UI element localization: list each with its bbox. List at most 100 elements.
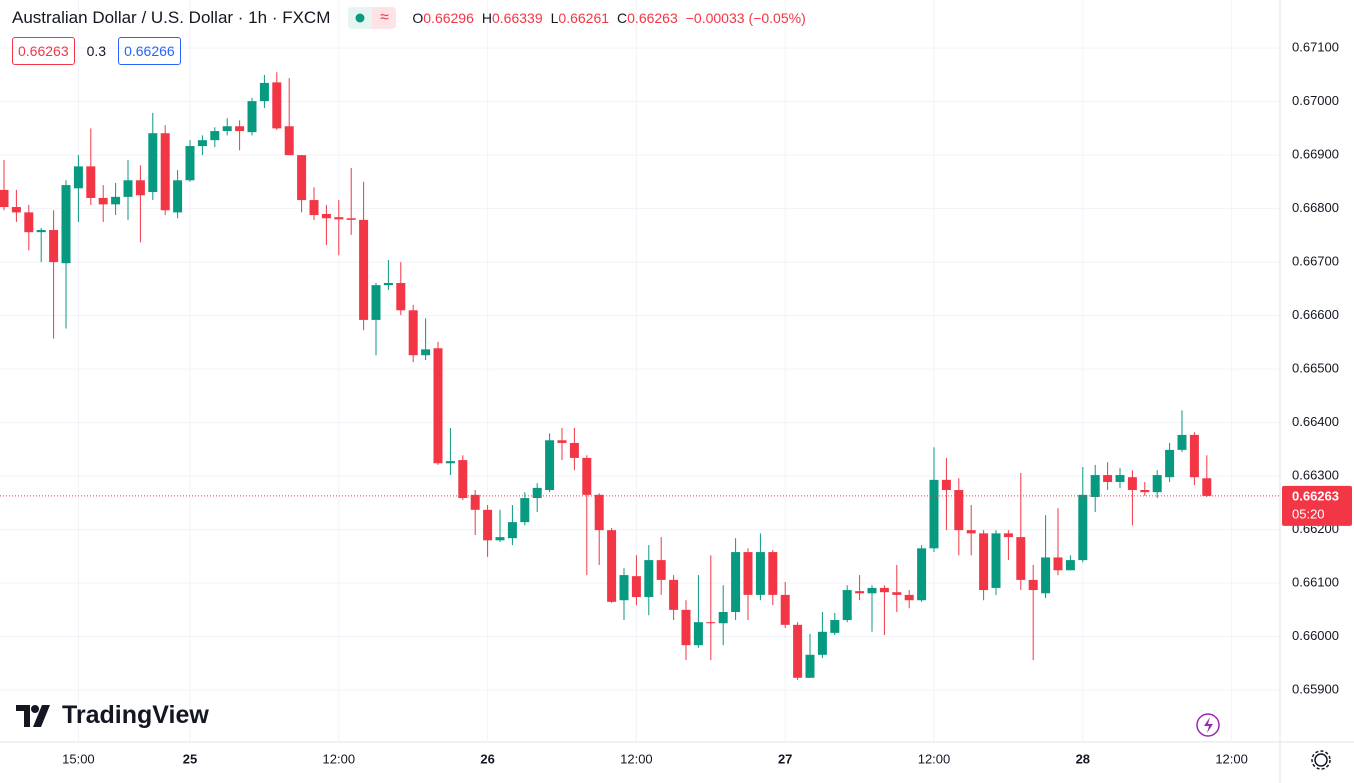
candle-body	[495, 537, 505, 541]
candle-body	[396, 282, 406, 311]
x-tick-label: 12:00	[918, 751, 951, 766]
candle-body	[408, 310, 418, 356]
spread: 0.3	[86, 43, 107, 59]
candle-body	[86, 166, 96, 198]
ohlc-key: O	[412, 10, 424, 26]
y-tick-label: 0.66000	[1292, 628, 1339, 643]
candle-body	[917, 548, 927, 601]
candle-body	[1127, 477, 1137, 491]
candle-body	[1016, 537, 1026, 580]
candle-body	[842, 590, 852, 621]
candle-body	[11, 207, 21, 213]
candle-body	[272, 82, 282, 129]
candle-body	[61, 185, 71, 264]
ohlc-key: L	[550, 10, 559, 26]
candle-body	[929, 479, 939, 549]
candle-body	[1065, 560, 1075, 571]
candle-body	[346, 218, 356, 220]
candle-body	[557, 440, 567, 443]
candle-body	[458, 460, 468, 499]
alert-icon[interactable]	[1196, 713, 1220, 737]
candle-body	[1115, 475, 1125, 483]
logo-icon	[16, 704, 50, 727]
candle-body	[173, 180, 183, 213]
candle-body	[1152, 475, 1162, 493]
ohlc-key: H	[481, 10, 492, 26]
candle-body	[594, 494, 604, 531]
candle-body	[631, 576, 641, 598]
candle-body	[334, 217, 344, 220]
candle-body	[1189, 434, 1199, 478]
candle-body	[111, 196, 121, 205]
candle-body	[49, 230, 59, 263]
y-tick-label: 0.66900	[1292, 147, 1339, 162]
price-axis-bg	[1280, 0, 1354, 783]
x-tick-label: 15:00	[62, 751, 95, 766]
y-tick-label: 0.66800	[1292, 200, 1339, 215]
candle-body	[1041, 557, 1051, 594]
candle-body	[73, 166, 83, 189]
sell-price[interactable]: 0.66263	[12, 37, 75, 65]
candle-body	[966, 530, 976, 534]
candle-body	[247, 101, 257, 133]
candle-body	[805, 654, 815, 678]
ohlc-value: 0.66339	[492, 10, 543, 26]
candle-body	[445, 461, 455, 464]
last-price-label: 0.66263	[1292, 488, 1339, 503]
buy-price[interactable]: 0.66266	[118, 37, 181, 65]
y-tick-label: 0.66100	[1292, 575, 1339, 590]
candle-body	[520, 498, 530, 523]
candle-body	[1177, 434, 1187, 450]
y-tick-label: 0.66700	[1292, 254, 1339, 269]
candle-body	[879, 587, 889, 593]
candle-body	[941, 479, 951, 491]
candle-body	[359, 219, 369, 320]
candle-body	[619, 575, 629, 601]
settings-icon[interactable]	[1311, 750, 1331, 770]
candle-body	[470, 494, 480, 510]
candle-body	[681, 609, 691, 646]
candle-body	[1090, 475, 1100, 497]
candle-body	[123, 180, 133, 197]
market-open-icon[interactable]	[348, 7, 373, 29]
candle-body	[0, 189, 9, 208]
candle-body	[731, 552, 741, 613]
candle-body	[545, 440, 555, 491]
y-tick-label: 0.66600	[1292, 307, 1339, 322]
candle-body	[793, 624, 803, 678]
candle-body	[235, 126, 245, 132]
candle-body	[904, 594, 914, 601]
candle-body	[36, 230, 46, 233]
candle-body	[383, 282, 393, 286]
y-tick-label: 0.67000	[1292, 93, 1339, 108]
last-price-box	[1282, 485, 1352, 526]
candle-body	[718, 612, 728, 624]
candle-body	[867, 587, 877, 594]
candle-body	[830, 620, 840, 633]
y-tick-label: 0.65900	[1292, 682, 1339, 697]
ohlc-value: 0.66296	[423, 10, 474, 26]
symbol-title[interactable]: Australian Dollar / U.S. Dollar · 1h · F…	[12, 8, 331, 27]
candle-body	[284, 126, 294, 156]
x-tick-label: 27	[778, 751, 792, 766]
candle-body	[321, 213, 331, 219]
candle-body	[532, 487, 542, 499]
settings-outer	[1311, 750, 1331, 770]
candle-body	[98, 197, 108, 205]
candle-body	[1053, 557, 1063, 571]
watermark-text: TradingView	[62, 701, 209, 729]
alert-icon-ring	[1196, 713, 1220, 737]
candle-body	[309, 200, 319, 216]
ohlc-value: 0.66263	[627, 10, 678, 26]
change: −0.00033	[685, 10, 745, 26]
candle-body	[1140, 490, 1150, 493]
candle-body	[991, 533, 1001, 588]
candle-body	[259, 82, 269, 102]
candle-body	[755, 552, 765, 595]
y-tick-label: 0.66400	[1292, 414, 1339, 429]
candle-body	[1103, 475, 1113, 483]
header: Australian Dollar / U.S. Dollar · 1h · F…	[12, 7, 814, 29]
delay-icon[interactable]: ≈	[372, 7, 397, 29]
